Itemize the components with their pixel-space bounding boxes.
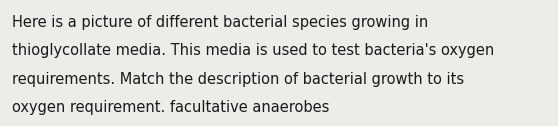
Text: oxygen requirement. facultative anaerobes: oxygen requirement. facultative anaerobe… (12, 100, 330, 115)
Text: requirements. Match the description of bacterial growth to its: requirements. Match the description of b… (12, 72, 464, 87)
Text: Here is a picture of different bacterial species growing in: Here is a picture of different bacterial… (12, 15, 429, 30)
Text: thioglycollate media. This media is used to test bacteria's oxygen: thioglycollate media. This media is used… (12, 43, 494, 58)
